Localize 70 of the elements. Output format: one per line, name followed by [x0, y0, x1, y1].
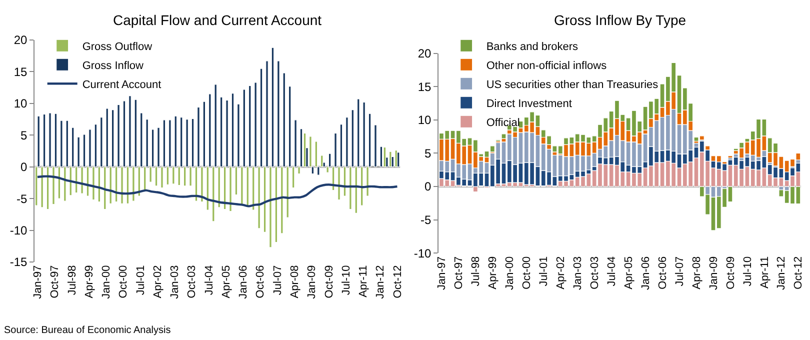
x-tick-label: Jan-00 — [504, 256, 516, 290]
y-tick-label: 15 — [418, 80, 432, 94]
y-tick-label: -5 — [420, 213, 432, 228]
x-tick-label: Jan-97 — [436, 256, 448, 290]
x-tick-label: Oct-12 — [392, 265, 404, 298]
x-tick-label: Jan-12 — [374, 265, 387, 299]
y-tick-label: -10 — [10, 223, 28, 238]
y-tick-label: 10 — [14, 96, 28, 111]
x-tick-label: Oct-06 — [656, 256, 669, 290]
y-tick-label: -5 — [16, 192, 28, 206]
legend-label: Official — [486, 116, 520, 129]
x-tick-label: Jan-06 — [238, 265, 250, 299]
x-tick-label: Jul-07 — [674, 256, 686, 286]
y-tick-label: 5 — [424, 146, 432, 160]
x-tick-label: Oct-12 — [792, 256, 805, 290]
x-tick-label: Jul-10 — [742, 256, 754, 286]
x-tick-label: Jul-07 — [272, 265, 284, 296]
y-tick-label: -10 — [414, 246, 432, 260]
y-tick-label: -15 — [10, 255, 28, 270]
x-tick-label: Oct-97 — [49, 265, 62, 298]
x-tick-label: Apr-99 — [83, 265, 96, 298]
y-tick-label: 5 — [20, 128, 28, 142]
legend-label: Direct Investment — [486, 98, 572, 110]
x-tick-label: Jan-06 — [640, 256, 652, 290]
x-tick-label: Oct-97 — [453, 256, 466, 290]
x-tick-label: Oct-03 — [186, 265, 198, 298]
legend-label: Banks and brokers — [486, 40, 579, 53]
x-tick-label: Apr-99 — [486, 256, 499, 290]
x-tick-label: Jan-03 — [572, 256, 584, 290]
x-tick-label: Jul-04 — [203, 265, 216, 296]
legend-label: Gross Inflow — [82, 60, 144, 72]
source-note: Source: Bureau of Economic Analysis — [4, 325, 171, 336]
y-tick-label: 10 — [418, 113, 432, 128]
x-tick-label: Oct-06 — [254, 265, 267, 298]
x-tick-label: Apr-05 — [622, 256, 635, 290]
y-tick-label: 15 — [14, 64, 28, 79]
chart-title: Capital Flow and Current Account — [113, 12, 322, 28]
x-tick-label: Jan-00 — [100, 265, 113, 299]
x-tick-label: Jul-01 — [134, 265, 147, 296]
x-tick-label: Oct-09 — [323, 265, 336, 298]
legend-label: Current Account — [82, 78, 162, 91]
x-tick-label: Jan-09 — [708, 256, 720, 290]
x-tick-label: Oct-00 — [520, 256, 533, 290]
x-tick-label: Jul-04 — [606, 256, 618, 286]
legend-label: Gross Outflow — [82, 40, 152, 53]
y-tick-label: 0 — [424, 180, 432, 194]
x-tick-label: Oct-03 — [588, 256, 601, 290]
x-tick-label: Apr-11 — [758, 256, 771, 289]
x-tick-label: Jul-10 — [340, 265, 352, 296]
x-tick-label: Jan-97 — [32, 265, 44, 299]
y-tick-label: 20 — [14, 33, 28, 48]
x-tick-label: Apr-08 — [289, 265, 302, 298]
x-tick-label: Apr-08 — [690, 256, 703, 290]
legend-label: Other non-official inflows — [486, 60, 608, 72]
chart-title: Gross Inflow By Type — [554, 12, 686, 28]
x-tick-label: Jan-09 — [306, 265, 318, 299]
y-tick-label: 20 — [418, 46, 432, 61]
x-tick-label: Oct-00 — [118, 265, 130, 298]
x-tick-label: Apr-02 — [152, 265, 164, 298]
x-tick-label: Jan-12 — [776, 256, 788, 290]
x-tick-label: Jan-03 — [169, 265, 182, 299]
y-tick-label: 0 — [20, 160, 28, 174]
legend-label: US securities other than Treasuries — [486, 78, 659, 91]
x-tick-label: Apr-11 — [358, 265, 370, 298]
x-tick-label: Oct-09 — [724, 256, 737, 290]
x-tick-label: Apr-02 — [554, 256, 567, 290]
x-tick-label: Jul-98 — [66, 265, 78, 296]
x-tick-label: Apr-05 — [220, 265, 232, 298]
x-tick-label: Jul-98 — [470, 256, 482, 286]
x-tick-label: Jul-01 — [538, 256, 550, 286]
